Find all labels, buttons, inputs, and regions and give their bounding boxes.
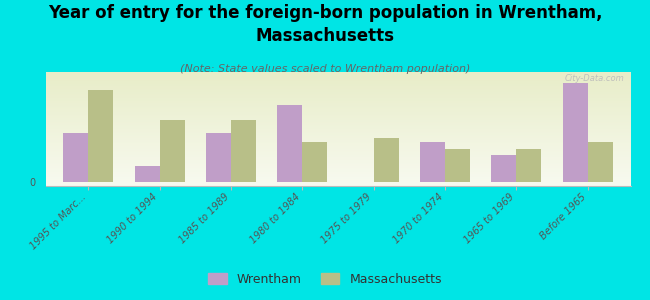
Bar	[135, 166, 160, 182]
Bar	[491, 155, 516, 182]
Bar	[206, 134, 231, 182]
Bar	[160, 120, 185, 182]
Bar	[302, 142, 328, 182]
Bar	[231, 120, 256, 182]
Bar	[88, 89, 113, 182]
Text: (Note: State values scaled to Wrentham population): (Note: State values scaled to Wrentham p…	[180, 64, 470, 74]
Bar	[516, 149, 541, 182]
Bar	[374, 138, 398, 182]
Legend: Wrentham, Massachusetts: Wrentham, Massachusetts	[203, 268, 447, 291]
Bar	[420, 142, 445, 182]
Bar	[445, 149, 470, 182]
Text: City-Data.com: City-Data.com	[565, 74, 625, 83]
Text: Year of entry for the foreign-born population in Wrentham,
Massachusetts: Year of entry for the foreign-born popul…	[47, 4, 603, 45]
Bar	[63, 134, 88, 182]
Bar	[563, 83, 588, 182]
Bar	[278, 105, 302, 182]
Bar	[588, 142, 613, 182]
